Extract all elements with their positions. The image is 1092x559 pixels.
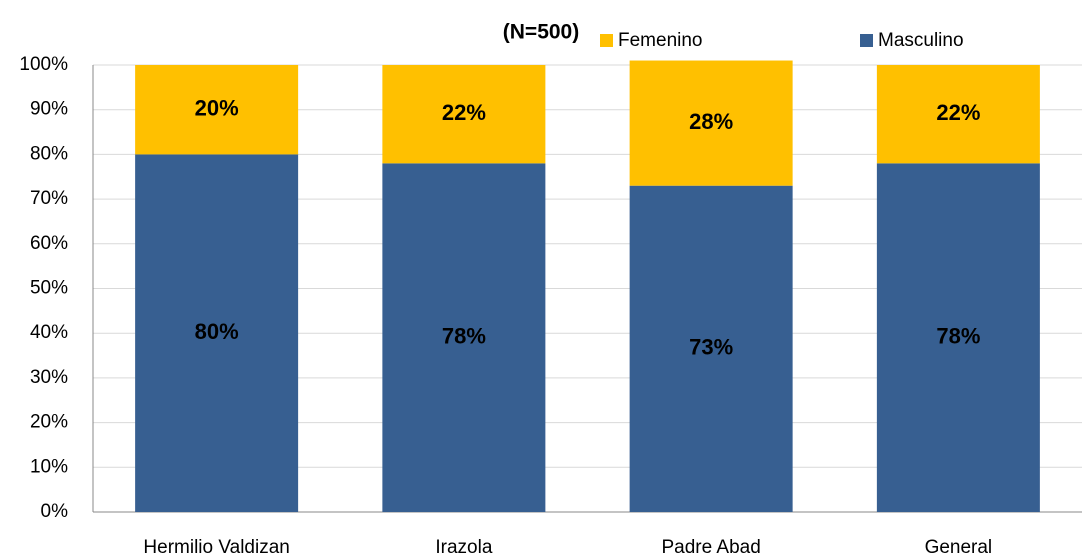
data-label: 28% bbox=[689, 109, 733, 134]
y-tick-label: 100% bbox=[19, 54, 68, 75]
data-label: 22% bbox=[936, 100, 980, 125]
chart-title: (N=500) bbox=[503, 21, 579, 44]
x-tick-label: General bbox=[925, 537, 993, 558]
y-tick-label: 90% bbox=[30, 99, 68, 120]
bar-segment bbox=[629, 185, 793, 512]
bar-segment bbox=[382, 163, 546, 512]
y-tick-label: 70% bbox=[30, 188, 68, 209]
bar-segment bbox=[876, 65, 1040, 164]
bar-segment bbox=[876, 163, 1040, 512]
y-tick-label: 20% bbox=[30, 412, 68, 433]
bar-segment bbox=[382, 65, 546, 164]
x-tick-label: Padre Abad bbox=[661, 537, 760, 558]
data-label: 78% bbox=[936, 323, 980, 348]
y-tick-label: 30% bbox=[30, 367, 68, 388]
bar-segment bbox=[135, 154, 299, 512]
y-tick-label: 0% bbox=[41, 501, 69, 522]
bar-segment bbox=[629, 60, 793, 186]
data-label: 73% bbox=[689, 335, 733, 360]
legend-label: Femenino bbox=[618, 30, 703, 51]
y-tick-label: 10% bbox=[30, 456, 68, 477]
data-label: 20% bbox=[195, 96, 239, 121]
y-tick-label: 40% bbox=[30, 322, 68, 343]
x-tick-label: Hermilio Valdizan bbox=[143, 537, 289, 558]
legend-swatch bbox=[860, 34, 873, 47]
legend-label: Masculino bbox=[878, 30, 964, 51]
y-tick-label: 60% bbox=[30, 233, 68, 254]
data-label: 78% bbox=[442, 323, 486, 348]
legend-swatch bbox=[600, 34, 613, 47]
bar-segment bbox=[135, 65, 299, 155]
y-tick-label: 80% bbox=[30, 143, 68, 164]
data-label: 22% bbox=[442, 100, 486, 125]
data-label: 80% bbox=[195, 319, 239, 344]
x-tick-label: Irazola bbox=[435, 537, 492, 558]
y-tick-label: 50% bbox=[30, 278, 68, 299]
